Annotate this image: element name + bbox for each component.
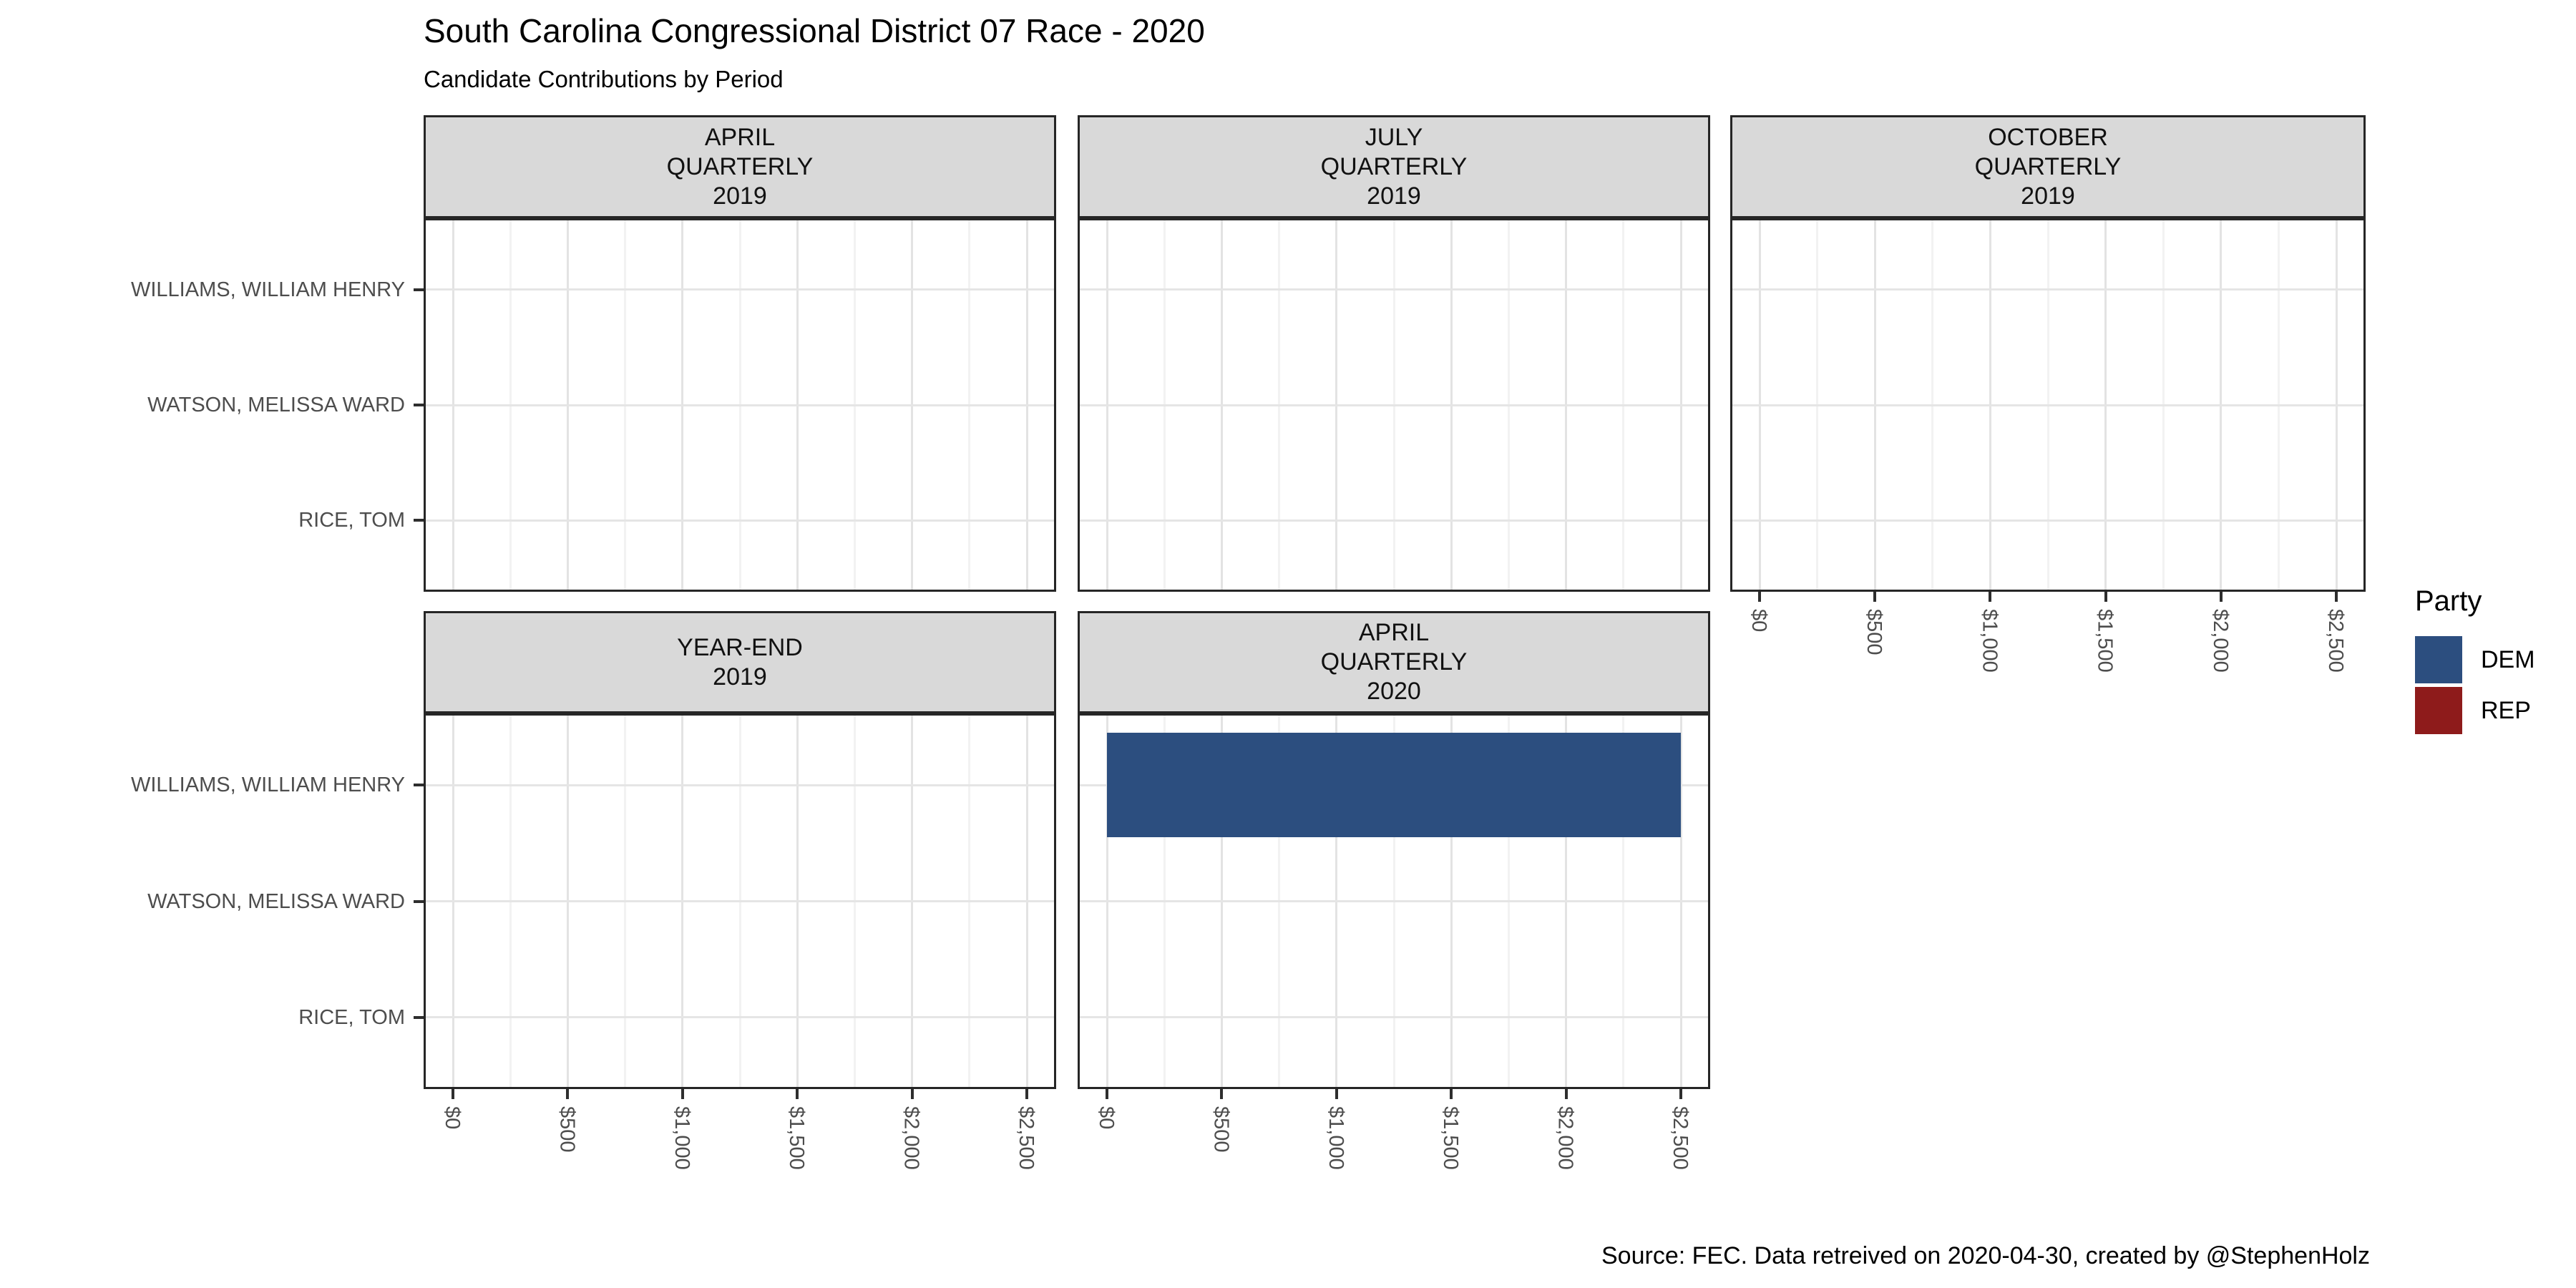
x-axis-label: $2,500 (1669, 1106, 1692, 1170)
legend: Party DEM REP (2415, 585, 2535, 738)
x-axis-label: $1,500 (785, 1106, 809, 1170)
x-tick (1873, 592, 1877, 602)
y-axis-label: WILLIAMS, WILLIAM HENRY (131, 278, 405, 301)
facet-strip: OCTOBER QUARTERLY 2019 (1730, 115, 2366, 218)
facet-strip-label: QUARTERLY (1974, 152, 2122, 180)
gridline-horizontal (1732, 404, 2363, 406)
facet-strip: APRIL QUARTERLY 2020 (1078, 611, 1710, 713)
y-tick (414, 784, 424, 787)
gridline-horizontal (1732, 519, 2363, 522)
chart-subtitle: Candidate Contributions by Period (424, 66, 784, 92)
y-axis-label: RICE, TOM (298, 1005, 405, 1029)
x-tick (910, 1089, 914, 1099)
x-tick (2219, 592, 2223, 602)
chart-caption: Source: FEC. Data retreived on 2020-04-3… (1601, 1242, 2370, 1269)
gridline-horizontal (1080, 1016, 1708, 1019)
facet-strip: APRIL QUARTERLY 2019 (424, 115, 1056, 218)
y-axis-label: WILLIAMS, WILLIAM HENRY (131, 774, 405, 797)
gridline-horizontal (426, 1016, 1054, 1019)
facet-panel (424, 218, 1056, 592)
x-tick (566, 1089, 570, 1099)
y-axis-label: RICE, TOM (298, 509, 405, 532)
y-tick (414, 899, 424, 903)
gridline-horizontal (1080, 900, 1708, 902)
facet-strip-label: APRIL (704, 123, 776, 151)
x-axis-label: $2,500 (2324, 609, 2347, 673)
x-axis-label: $500 (1209, 1106, 1233, 1153)
legend-title: Party (2415, 585, 2482, 617)
gridline-horizontal (426, 900, 1054, 902)
facet-strip-label: 2019 (713, 182, 767, 210)
facet-strip-label: APRIL (1358, 619, 1430, 646)
y-tick (414, 1015, 424, 1019)
legend-label-rep: REP (2481, 696, 2531, 724)
facet-panel (1078, 218, 1710, 592)
x-tick (796, 1089, 799, 1099)
x-tick (1450, 1089, 1453, 1099)
facet-strip-label: QUARTERLY (1320, 152, 1468, 180)
legend-swatch-rep (2415, 687, 2462, 734)
gridline-horizontal (426, 784, 1054, 786)
legend-label-dem: DEM (2481, 645, 2535, 673)
x-tick (452, 1089, 454, 1099)
facet-strip: JULY QUARTERLY 2019 (1078, 115, 1710, 218)
y-tick (414, 288, 424, 291)
x-tick (1106, 1089, 1108, 1099)
facet-panel (1730, 218, 2366, 592)
legend-swatch-dem (2415, 636, 2462, 683)
facet-strip-label: 2019 (1367, 182, 1421, 210)
facet-strip-label: 2019 (713, 663, 767, 691)
gridline-horizontal (1080, 288, 1708, 291)
x-axis-label: $1,000 (670, 1106, 693, 1170)
x-axis-label: $500 (1863, 609, 1886, 655)
x-tick (2104, 592, 2107, 602)
y-tick (414, 404, 424, 406)
x-axis-label: $0 (441, 1106, 464, 1130)
x-tick (2335, 592, 2338, 602)
y-axis-label: WATSON, MELISSA WARD (147, 394, 405, 416)
facet-strip-label: 2020 (1367, 678, 1421, 705)
x-axis-label: $2,500 (1015, 1106, 1038, 1170)
x-tick (1564, 1089, 1568, 1099)
x-tick (1679, 1089, 1682, 1099)
facet-strip-label: YEAR-END (677, 633, 803, 661)
x-axis-label: $2,000 (2208, 609, 2232, 673)
x-axis-label: $500 (555, 1106, 579, 1153)
gridline-horizontal (426, 404, 1054, 406)
x-axis-label: $1,000 (1324, 1106, 1347, 1170)
y-tick (414, 519, 424, 522)
gridline-horizontal (426, 519, 1054, 522)
facet-strip-label: QUARTERLY (1320, 648, 1468, 675)
facet-panel (424, 713, 1056, 1089)
x-tick (1758, 592, 1761, 602)
facet-panel (1078, 713, 1710, 1089)
x-axis-label: $2,000 (1553, 1106, 1577, 1170)
x-tick (1989, 592, 1992, 602)
gridline-horizontal (1080, 519, 1708, 522)
facet-strip-label: JULY (1365, 123, 1423, 151)
legend-entry-rep: REP (2415, 687, 2535, 734)
facet-strip-label: QUARTERLY (666, 152, 814, 180)
x-axis-label: $2,000 (899, 1106, 923, 1170)
bar-dem (1107, 733, 1681, 838)
x-axis-label: $0 (1747, 609, 1770, 633)
facet-strip: YEAR-END 2019 (424, 611, 1056, 713)
x-axis-label: $1,500 (1439, 1106, 1463, 1170)
gridline-horizontal (1080, 404, 1708, 406)
x-axis-label: $1,500 (2093, 609, 2117, 673)
x-axis-label: $0 (1095, 1106, 1118, 1130)
x-axis-label: $1,000 (1978, 609, 2001, 673)
facet-strip-label: OCTOBER (1988, 123, 2108, 151)
x-tick (1025, 1089, 1028, 1099)
y-axis-label: WATSON, MELISSA WARD (147, 889, 405, 913)
x-tick (1335, 1089, 1338, 1099)
gridline-horizontal (426, 288, 1054, 291)
chart-title: South Carolina Congressional District 07… (424, 12, 1205, 49)
x-tick (1220, 1089, 1224, 1099)
gridline-horizontal (1732, 288, 2363, 291)
legend-entry-dem: DEM (2415, 636, 2535, 683)
x-tick (680, 1089, 684, 1099)
facet-strip-label: 2019 (2021, 182, 2075, 210)
